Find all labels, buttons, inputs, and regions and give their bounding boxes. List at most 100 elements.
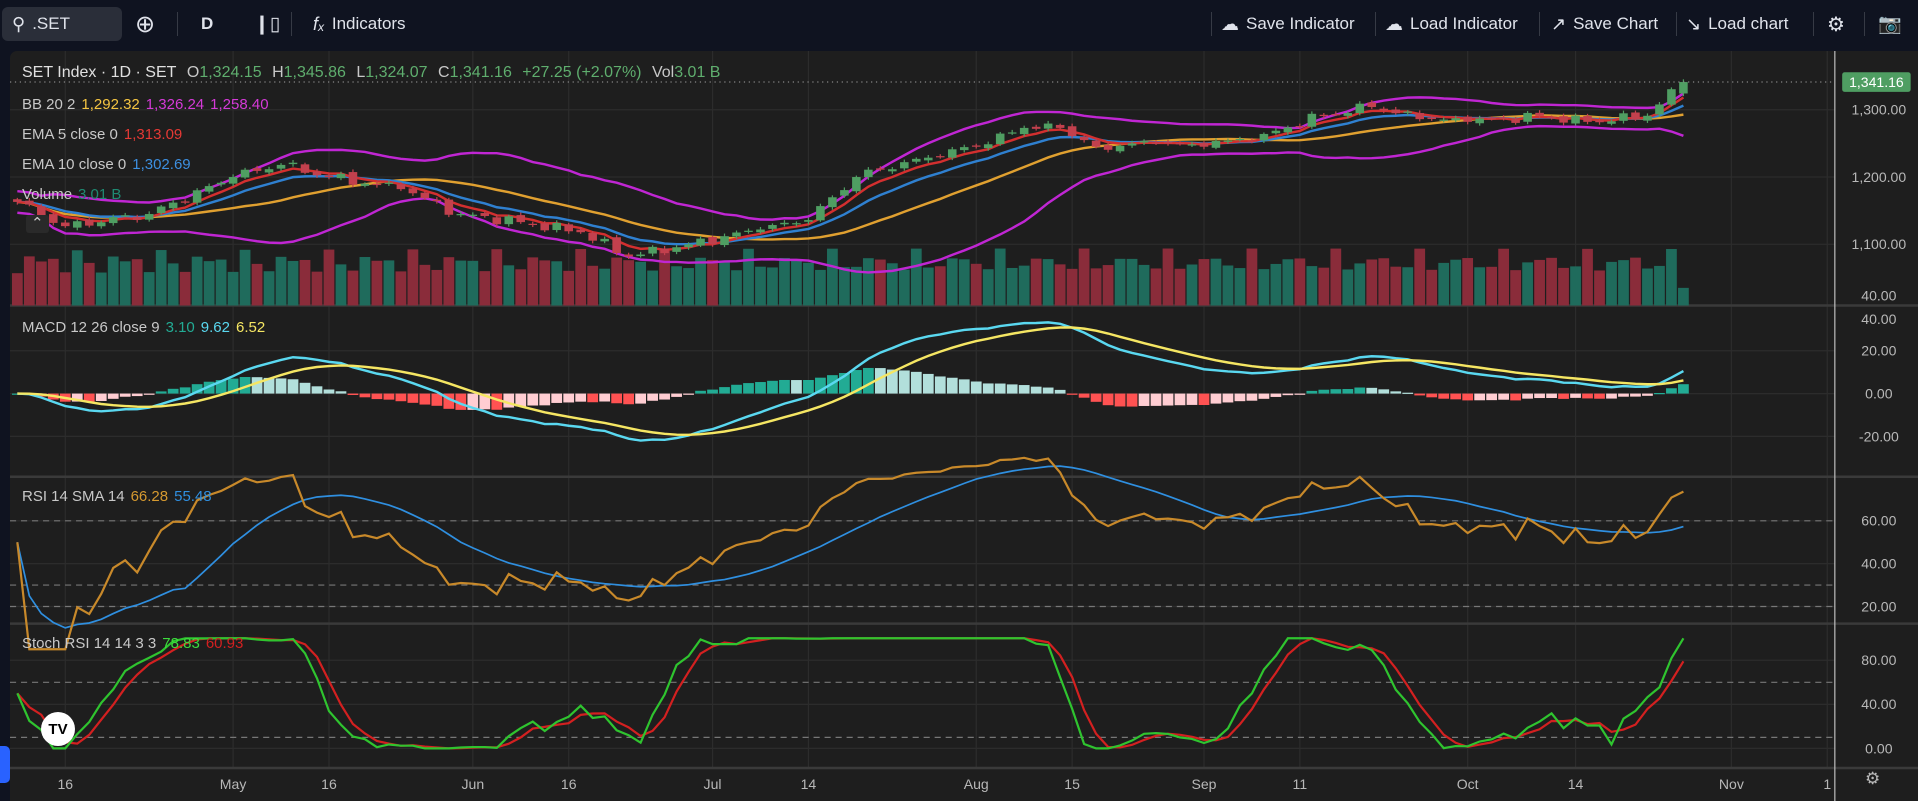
candle bbox=[288, 160, 298, 167]
candle-body bbox=[156, 206, 166, 213]
screenshot-button[interactable]: 📷 bbox=[1878, 7, 1902, 41]
ema5-name: EMA 5 close 0 bbox=[22, 126, 118, 143]
candle bbox=[888, 167, 897, 174]
candle-body bbox=[444, 199, 454, 215]
macd-histogram-bar bbox=[910, 371, 922, 394]
macd-histogram-bar bbox=[695, 390, 706, 394]
candle-body bbox=[672, 247, 681, 252]
compare-add-button[interactable]: ⊕ bbox=[135, 7, 155, 41]
volume-bar bbox=[779, 257, 790, 306]
tradingview-logo[interactable]: TV bbox=[41, 712, 75, 746]
candle bbox=[132, 214, 142, 223]
candle bbox=[1319, 113, 1329, 119]
time-axis-label: 16 bbox=[561, 776, 577, 792]
time-axis-label: 11 bbox=[1293, 776, 1308, 792]
indicators-button[interactable]: fₓ Indicators bbox=[313, 7, 406, 41]
candle bbox=[732, 230, 741, 239]
macd-legend[interactable]: MACD 12 26 close 9 3.10 9.62 6.52 bbox=[22, 319, 271, 337]
sidebar-toggle-handle[interactable] bbox=[0, 746, 10, 783]
candle-body bbox=[828, 197, 837, 208]
macd-histogram-bar bbox=[874, 368, 886, 394]
volume-bar bbox=[1522, 262, 1533, 306]
save-indicator-button[interactable]: ☁ Save Indicator bbox=[1221, 7, 1355, 41]
candle-body bbox=[1007, 132, 1017, 134]
candle-body bbox=[336, 173, 346, 179]
candle bbox=[1607, 119, 1616, 126]
candle-body bbox=[72, 221, 82, 228]
macd-histogram-bar bbox=[1666, 388, 1677, 394]
chart-type-button[interactable]: ❙▯ bbox=[254, 7, 280, 41]
bb-upper-value: 1,326.24 bbox=[145, 96, 205, 113]
ema5-legend[interactable]: EMA 5 close 0 1,313.09 bbox=[22, 126, 188, 144]
candle-body bbox=[1511, 119, 1520, 123]
candle-body bbox=[1295, 126, 1305, 128]
candle bbox=[528, 221, 538, 228]
chart-canvas[interactable]: 1,300.00 1,200.00 1,100.00 40.00 20.00 0.00 -2… bbox=[10, 51, 1918, 801]
volume-name: Volume bbox=[22, 186, 73, 203]
candle-body bbox=[528, 223, 538, 226]
candle bbox=[1259, 132, 1269, 144]
ema5-line bbox=[17, 96, 1685, 252]
collapse-legend-button[interactable]: ⌃ bbox=[26, 215, 49, 233]
macd-histogram-bar bbox=[455, 393, 467, 410]
rsi-legend[interactable]: RSI 14 SMA 14 66.28 55.48 bbox=[22, 488, 218, 506]
macd-histogram-bar bbox=[287, 379, 299, 394]
volume-bar bbox=[47, 258, 59, 306]
ema10-legend[interactable]: EMA 10 close 0 1,302.69 bbox=[22, 156, 197, 174]
chart-settings-button[interactable]: ⚙ bbox=[1865, 769, 1880, 789]
macd-axis-label: -20.00 bbox=[1859, 428, 1899, 444]
candle-body bbox=[648, 246, 657, 254]
candle-body bbox=[1319, 114, 1329, 117]
candle bbox=[456, 211, 466, 218]
macd-histogram-bar bbox=[1018, 385, 1030, 394]
macd-histogram-bar bbox=[1462, 393, 1474, 401]
candle bbox=[348, 169, 358, 188]
volume-bar bbox=[575, 249, 587, 306]
bb-lower-value: 1,258.40 bbox=[210, 96, 269, 113]
save-chart-button[interactable]: ↗ Save Chart bbox=[1551, 7, 1658, 41]
macd-histogram-bar bbox=[419, 393, 431, 405]
candle-body bbox=[120, 215, 130, 217]
bb-legend[interactable]: BB 20 2 1,292.32 1,326.24 1,258.40 bbox=[22, 96, 275, 114]
candle-body bbox=[636, 254, 645, 257]
candle-body bbox=[1223, 140, 1233, 142]
symbol-search[interactable]: ⚲ .SET bbox=[2, 7, 122, 41]
volume-legend[interactable]: Volume 3.01 B bbox=[22, 186, 127, 204]
volume-bar bbox=[443, 257, 455, 306]
volume-bar bbox=[83, 262, 95, 306]
volume-bar bbox=[239, 249, 251, 306]
candle bbox=[564, 222, 573, 234]
volume-bar bbox=[1174, 268, 1186, 306]
volume-bar bbox=[323, 249, 335, 306]
candle-body bbox=[1487, 118, 1496, 120]
volume-bar bbox=[994, 248, 1006, 306]
candle-body bbox=[720, 236, 729, 246]
volume-bar bbox=[1126, 258, 1138, 306]
candle bbox=[1115, 144, 1125, 154]
chart-panel[interactable]: 1,300.00 1,200.00 1,100.00 40.00 20.00 0.00 -2… bbox=[10, 51, 1918, 801]
candle bbox=[408, 185, 418, 196]
settings-button[interactable]: ⚙ bbox=[1827, 7, 1845, 41]
macd-histogram-bar bbox=[922, 373, 934, 394]
fx-icon: fₓ bbox=[313, 13, 325, 34]
stoch-legend[interactable]: Stoch RSI 14 14 3 3 78.83 60.93 bbox=[22, 635, 249, 653]
stoch-d-value: 60.93 bbox=[205, 635, 244, 652]
rsi-axis-label: 20.00 bbox=[1861, 598, 1896, 614]
volume-bar bbox=[299, 259, 311, 306]
candle bbox=[1211, 138, 1221, 150]
candle-body bbox=[1439, 119, 1448, 121]
interval-button[interactable]: D bbox=[201, 14, 214, 33]
candle bbox=[156, 205, 166, 216]
indicators-label: Indicators bbox=[331, 14, 406, 33]
candle bbox=[684, 242, 693, 250]
load-chart-button[interactable]: ↘ Load chart bbox=[1686, 7, 1788, 41]
candle-body bbox=[1271, 130, 1281, 134]
volume-bar bbox=[395, 271, 407, 306]
macd-histogram-bar bbox=[1570, 393, 1581, 398]
load-indicator-button[interactable]: ☁ Load Indicator bbox=[1385, 7, 1518, 41]
candle-body bbox=[995, 133, 1005, 145]
macd-histogram-bar bbox=[551, 393, 563, 403]
volume-bar bbox=[1138, 264, 1150, 306]
gear-icon: ⚙ bbox=[1827, 13, 1845, 36]
candle-body bbox=[312, 171, 322, 176]
